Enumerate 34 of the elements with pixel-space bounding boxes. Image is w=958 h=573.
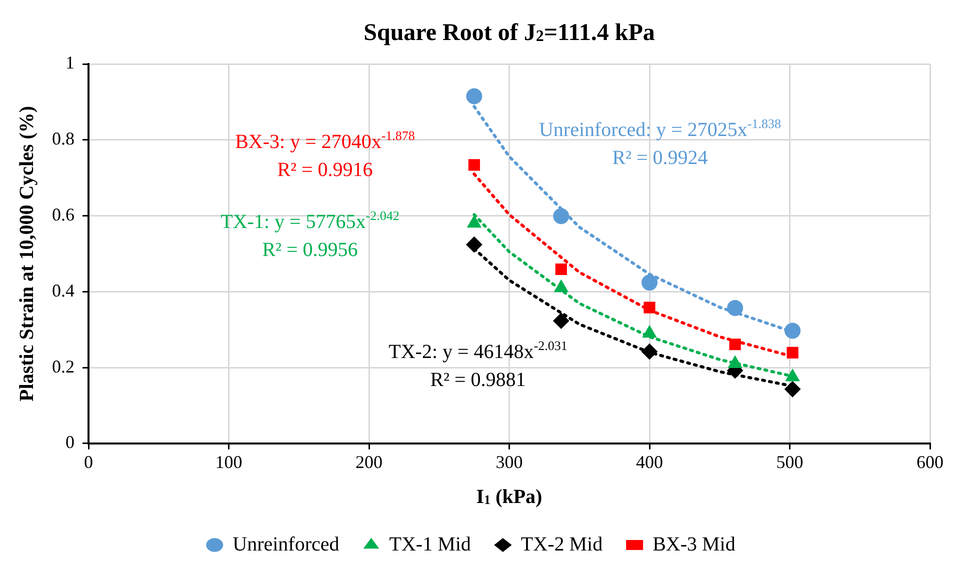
- y-axis-title: Plastic Strain at 10,000 Cycles (%): [16, 106, 38, 402]
- y-tick-label: 0.4: [52, 280, 74, 300]
- legend-label: BX-3 Mid: [652, 533, 736, 556]
- x-tick-label: 300: [496, 452, 523, 472]
- point: [553, 208, 570, 224]
- legend-label: TX-1 Mid: [389, 533, 471, 556]
- point: [642, 344, 658, 360]
- y-tick-label: 0.8: [52, 128, 74, 149]
- point: [727, 300, 744, 316]
- chart-title: Square Root of J2=111.4 kPa: [364, 20, 655, 46]
- y-tick-label: 1: [66, 52, 74, 73]
- point: [468, 159, 480, 171]
- x-tick-label: 500: [776, 452, 804, 472]
- y-tick-label: 0.6: [52, 204, 74, 224]
- point: [466, 88, 482, 104]
- x-tick-label: 400: [636, 452, 663, 472]
- y-tick-label: 0.2: [52, 356, 74, 376]
- x-tick-label: 0: [84, 452, 93, 472]
- point: [786, 346, 798, 359]
- point: [644, 302, 656, 314]
- point: [642, 274, 658, 291]
- legend-label: Unreinforced: [232, 533, 340, 556]
- x-axis-title: I1 (kPa): [476, 486, 542, 508]
- point: [466, 236, 482, 253]
- point: [784, 322, 801, 339]
- point: [729, 338, 741, 350]
- point: [555, 263, 567, 276]
- point: [784, 381, 801, 398]
- y-tick-label: 0: [66, 432, 74, 452]
- point: [553, 312, 570, 329]
- legend-label: TX-2 Mid: [520, 533, 603, 556]
- x-tick-label: 100: [215, 452, 242, 472]
- x-tick-label: 200: [356, 452, 382, 472]
- x-tick-label: 600: [916, 452, 944, 472]
